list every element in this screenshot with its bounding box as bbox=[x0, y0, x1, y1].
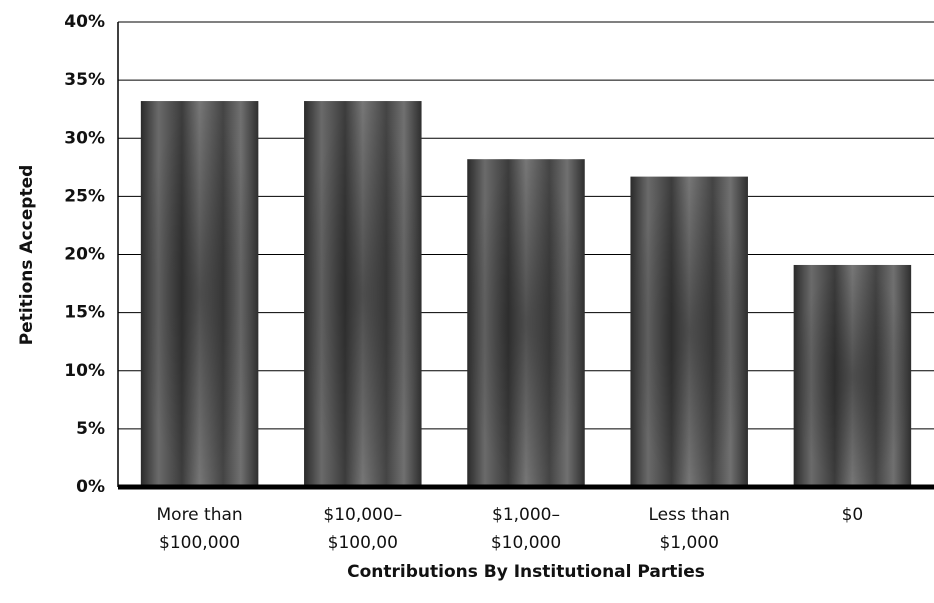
x-tick-label: Less than bbox=[649, 505, 730, 525]
y-tick-label: 15% bbox=[64, 303, 105, 323]
x-tick-label: $0 bbox=[842, 505, 864, 525]
x-tick-label: $10,000 bbox=[491, 533, 561, 553]
y-tick-label: 0% bbox=[76, 477, 105, 497]
x-tick-label: $10,000– bbox=[323, 505, 402, 525]
y-tick-label: 40% bbox=[64, 12, 105, 32]
chart: Petitions Accepted Contributions By Inst… bbox=[0, 0, 934, 603]
x-tick-label: $1,000– bbox=[492, 505, 560, 525]
y-tick-label: 30% bbox=[64, 128, 105, 148]
y-tick-label: 35% bbox=[64, 70, 105, 90]
x-tick-label: $100,00 bbox=[328, 533, 398, 553]
x-tick-label: $100,000 bbox=[159, 533, 240, 553]
x-axis-title: Contributions By Institutional Parties bbox=[347, 562, 705, 582]
y-axis-title: Petitions Accepted bbox=[17, 165, 37, 346]
bar-shade bbox=[794, 265, 912, 487]
x-tick-label: More than bbox=[157, 505, 243, 525]
y-tick-label: 20% bbox=[64, 245, 105, 265]
y-tick-label: 10% bbox=[64, 361, 105, 381]
bar-shade bbox=[304, 101, 422, 487]
bar-shade bbox=[467, 159, 585, 487]
bar-shade bbox=[630, 177, 748, 487]
x-tick-label: $1,000 bbox=[659, 533, 718, 553]
y-tick-label: 5% bbox=[76, 419, 105, 439]
bar-shade bbox=[141, 101, 259, 487]
y-tick-label: 25% bbox=[64, 186, 105, 206]
